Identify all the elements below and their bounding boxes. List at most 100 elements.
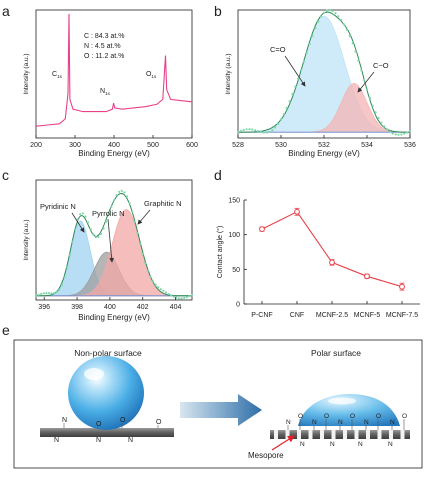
atom-label: N [388,441,393,448]
peak-label-c-o: C−O [373,61,389,70]
panel-a-ylabel: Intensity (a.u.) [23,53,30,94]
panel-c-data-point [81,212,84,215]
panel-c-data-point [89,227,92,231]
panel-b-component-0 [238,15,410,133]
panel-c-data-point [177,297,181,300]
panel-b-data-point [294,85,297,88]
panel-c-data-point [76,218,79,221]
atom-label: N [312,419,317,426]
panel-b-data-point [357,59,360,62]
panel-b-ylabel: Intensity (a.u.) [225,53,232,94]
panel-b-data-point [265,131,268,134]
label-polar-surface: Polar surface [311,348,361,358]
substrate-left [40,428,174,437]
panel-c-data-point [53,292,56,295]
panel-label-c: c [2,167,9,183]
mesopore-slot [274,430,278,439]
panel-b-data-point [311,34,314,37]
arrow-pyrrolic [107,218,115,263]
arrow-pyridinic [71,212,85,233]
panel-c-data-point [79,213,82,216]
panel-d-data-point [364,273,370,280]
atom-label: O [120,417,126,424]
mesopore-slot [320,430,324,439]
panel-b-data-point [248,128,251,131]
panel-b-data-point [380,121,383,124]
panel-b-data-point [351,42,354,45]
panel-a-xtick-label: 300 [69,142,81,149]
panel-c-data-point [99,232,103,235]
panel-c-xtick-label: 398 [71,304,83,311]
panel-d-category-label: MCNF-5 [354,312,381,319]
panel-a-xlabel: Binding Energy (eV) [78,149,150,158]
panel-b-data-point [328,9,331,12]
panel-d-data-point [399,283,405,290]
panel-d-data-point [294,208,300,215]
panel-b-data-point [302,60,305,63]
panel-b-data-point [365,88,369,91]
panel-b-data-point [403,132,406,135]
panel-d-series-line [261,211,403,288]
panel-b-data-point [371,104,374,107]
panel-a-xtick-label: 400 [108,142,120,149]
panel-c-xtick-label: 402 [137,304,149,311]
panel-b-xtick-label: 534 [361,142,373,149]
panel-c-data-point [185,296,188,299]
panel-b-data-point [386,128,389,131]
panel-a-survey-spectrum: 200 300 400 500 600 Intensity (a.u.) Binding… [23,9,198,158]
atom-label: N [338,419,343,426]
panel-b-data-point [408,130,412,133]
panel-b-xlabel: Binding Energy (eV) [288,149,360,158]
peak-label-o1s: O1s [146,71,157,79]
panel-c-data-point [102,227,105,230]
svg-text:O1s: O1s [146,71,157,79]
panel-label-b: b [214,3,222,19]
panel-c-data-point [188,295,191,298]
panel-d-category-label: CNF [290,312,304,319]
panel-c-data-point [71,240,74,243]
panel-c-data-point [172,295,175,298]
atom-label: N [286,419,291,426]
panel-b-data-point [245,128,248,131]
panel-c-data-point [58,288,61,291]
panel-b-xtick-label: 532 [318,142,330,149]
panel-c-data-point [97,235,100,239]
panel-b-data-point [314,27,317,30]
panel-c-data-point [94,236,97,239]
peak-label-c1s: C1s [52,71,63,79]
atom-label: O [156,419,162,426]
panel-c-data-point [144,262,147,265]
panel-d-data-point [259,226,265,233]
spread-droplet-highlight [328,397,356,405]
panel-c-data-point [50,292,53,295]
panel-c-data-point [63,276,66,279]
panel-b-data-point [374,111,377,114]
droplet-highlight [84,368,104,380]
panel-c-data-point [45,292,48,295]
panel-b-data-point [348,34,351,38]
panel-c-data-point [151,280,155,283]
panel-c-data-point [60,283,64,286]
panel-c-data-point [40,292,43,295]
atom-label: N [62,417,67,424]
panel-d-ytick-label: 50 [232,267,240,274]
panel-c-n1s-spectrum: 396 398 400 402 404 Intensity (a.u.) Binding… [23,179,194,322]
panel-d-category-label: P-CNF [251,312,272,319]
panel-b-data-point [334,12,337,15]
atom-label: O [324,413,329,420]
panel-b-data-point [291,93,294,96]
panel-label-d: d [214,167,222,183]
panel-a-xtick-label: 200 [30,142,42,149]
panel-b-data-point [343,23,346,26]
composition-o: O : 11.2 at.% [84,53,124,60]
panel-b-data-point [320,15,323,18]
panel-c-data-point [149,275,152,278]
panel-b-data-point [236,131,240,134]
atom-label: N [96,437,101,444]
panel-c-data-point [47,292,51,295]
panel-b-data-point [368,97,371,100]
peak-label-c-eq-o: C=O [270,45,286,54]
panel-a-xtick-label: 600 [186,142,198,149]
panel-b-data-point [394,133,397,136]
panel-d-ylabel: Contact angle (°) [216,226,224,279]
